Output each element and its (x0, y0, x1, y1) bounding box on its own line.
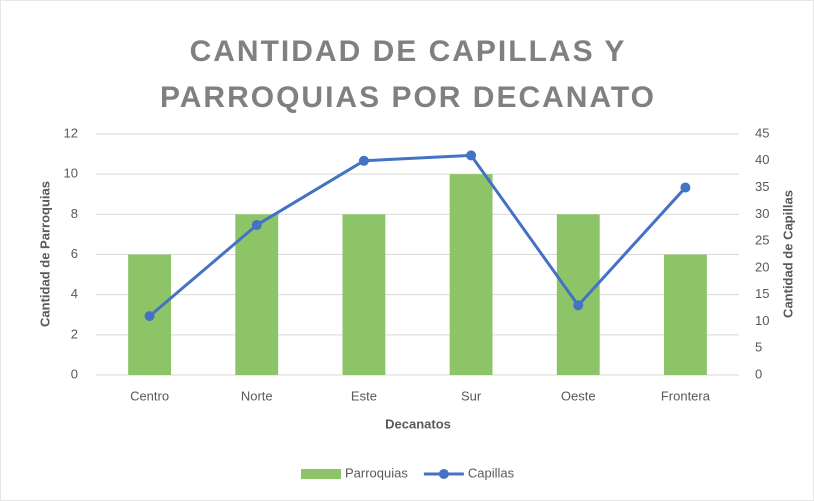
x-tick-label: Oeste (561, 388, 596, 403)
x-tick-label: Centro (130, 388, 169, 403)
bar (449, 174, 493, 375)
legend-label: Parroquias (345, 465, 408, 480)
line-point (144, 311, 155, 322)
y2-tick-label: 5 (755, 340, 762, 355)
x-tick-label: Sur (461, 388, 482, 403)
y-tick-label: 12 (64, 125, 78, 140)
x-tick-label: Norte (241, 388, 273, 403)
y-tick-label: 10 (64, 166, 78, 181)
x-axis-title: Decanatos (385, 416, 451, 431)
y2-tick-label: 30 (755, 206, 769, 221)
line-point (358, 155, 369, 166)
y2-tick-label: 35 (755, 179, 769, 194)
y2-axis-title: Cantidad de Capillas (780, 190, 795, 318)
line-point (573, 300, 584, 311)
line-point (680, 182, 691, 193)
y-tick-label: 2 (71, 326, 78, 341)
y-tick-label: 0 (71, 366, 78, 381)
line (148, 153, 687, 318)
y2-tick-label: 40 (755, 152, 769, 167)
bar (342, 214, 386, 375)
bar (235, 214, 279, 375)
y2-tick-label: 15 (755, 286, 769, 301)
y2-tick-label: 45 (755, 125, 769, 140)
legend-swatch (438, 469, 449, 479)
y2-tick-label: 0 (755, 366, 762, 381)
y-axis-title: Cantidad de Parroquias (37, 181, 52, 327)
bar (556, 214, 600, 375)
bar (663, 254, 707, 375)
line-point (466, 150, 477, 161)
x-tick-label: Frontera (661, 388, 711, 403)
y-tick-label: 6 (71, 246, 78, 261)
x-tick-label: Este (351, 388, 377, 403)
chart-title: CANTIDAD DE CAPILLAS Y PARROQUIAS POR DE… (159, 35, 657, 114)
y-tick-label: 4 (71, 286, 78, 301)
legend-swatch (301, 469, 341, 479)
y-tick-label: 8 (71, 206, 78, 221)
y2-tick-label: 20 (755, 259, 769, 274)
y2-tick-label: 10 (755, 313, 769, 328)
legend-label: Capillas (468, 465, 515, 480)
line-point (251, 220, 262, 231)
y2-tick-label: 25 (755, 233, 769, 248)
